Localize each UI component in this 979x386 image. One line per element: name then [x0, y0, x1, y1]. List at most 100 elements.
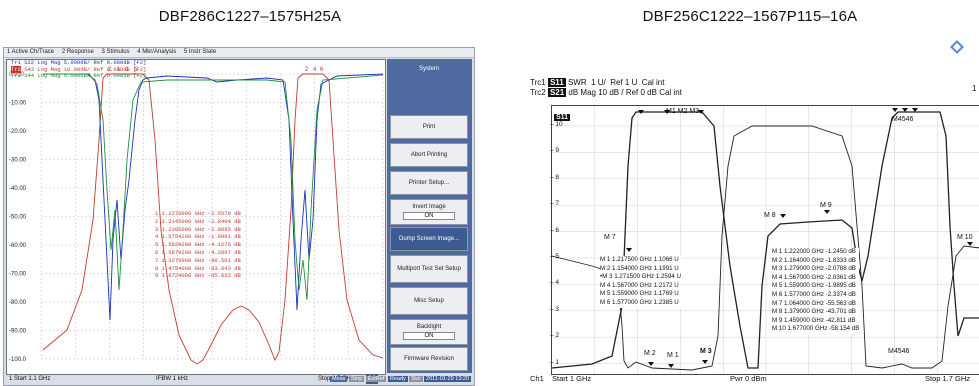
left-marker-row[interactable]: 4 1.5754200 GHz -1.8981 dB: [155, 233, 241, 241]
right-marker-row[interactable]: M 5 1.559000 GHz 1.1769 U: [600, 290, 679, 298]
right-ytick-label: – 4: [550, 279, 560, 287]
trace-s21: [552, 111, 979, 369]
softkey-abort-printing[interactable]: Abort Printing: [390, 143, 468, 167]
start-frequency[interactable]: 1 Start 1.1 GHz: [9, 376, 51, 382]
right-marker-row[interactable]: M 10 1.677000 GHz -58.154 dB: [772, 325, 860, 333]
right-marker-row[interactable]: M 3 1.279000 GHz -2.0788 dB: [772, 265, 856, 273]
cal-2: Cal int: [659, 88, 682, 97]
left-marker-row[interactable]: 6 1.5879200 GHz -4.2897 dB: [155, 248, 241, 256]
status-meas: Meas: [330, 376, 348, 382]
softkey-label: Dump Screen Image...: [398, 236, 460, 242]
left-ytick-label: 0.000: [9, 72, 25, 78]
softkey-label: Invert Image: [412, 204, 446, 210]
left-marker-row[interactable]: 1 1.2270000 GHz -2.5570 dB: [155, 210, 241, 217]
trace-1-label[interactable]: Tr1 S22 Log Mag 5.000dB/ Ref 0.000dB [F2…: [11, 59, 147, 66]
softkey-dump-screen-image[interactable]: Dump Screen Image...: [390, 227, 468, 251]
menu-mkr-analysis[interactable]: 4 Mkr/Analysis: [137, 49, 177, 55]
svg-text:2: 2: [108, 67, 112, 73]
left-marker-row[interactable]: 9 1.6724000 GHz -85.012 dB: [155, 272, 241, 280]
menu-instr-state[interactable]: 5 Instr State: [183, 49, 217, 55]
ref-2: Ref 0 dB: [625, 88, 657, 97]
softkey-backlight[interactable]: Backlight ON: [390, 319, 468, 345]
left-plot-area[interactable]: 0.000 -10.00 -20.00 -30.00 -40.00 -50.00 -60.0…: [6, 59, 386, 375]
svg-text:1: 1: [117, 67, 121, 73]
svg-text:5: 5: [134, 67, 138, 73]
right-marker-row[interactable]: M 2 1.164000 GHz -1.8333 dB: [772, 256, 856, 264]
svg-text:2: 2: [305, 67, 309, 73]
right-marker-row[interactable]: M 9 1.459000 GHz -42.811 dB: [772, 316, 856, 324]
trace-2-header[interactable]: Trc2 S21 dB Mag 10 dB / Ref 0 dB Cal int: [530, 88, 682, 97]
left-ytick-label: -40.00: [9, 186, 27, 192]
softkey-system[interactable]: System: [390, 61, 468, 77]
channel-label: Ch1: [530, 374, 544, 383]
right-ytick-label: – 3: [550, 305, 560, 313]
right-ytick-label: – 9: [550, 147, 560, 155]
left-ytick-label: -50.00: [9, 215, 27, 221]
s11-tag: S11: [547, 78, 566, 87]
trace-1-header[interactable]: Trc1 S11 SWR 1 U/ Ref 1 U Cal int: [530, 78, 664, 87]
left-marker-row[interactable]: 3 1.2395000 GHz -2.8085 dB: [155, 225, 241, 233]
right-power[interactable]: Pwr 0 dBm: [730, 374, 767, 383]
right-marker-row[interactable]: M 1 1.217500 GHz 1.1066 U: [600, 256, 679, 263]
status-extref: ExtRef: [365, 376, 387, 382]
left-sweep-footer: 1 Start 1.1 GHz IFBW 1 kHz Stop 1.7 GHz …: [6, 374, 384, 384]
menu-response[interactable]: 2 Response: [61, 49, 94, 55]
trace-s42: [42, 73, 384, 365]
right-marker-row[interactable]: M 1 1.222000 GHz -1.2450 dB: [772, 248, 856, 255]
softkey-label: Print: [422, 124, 436, 130]
left-marker-row[interactable]: 2 1.2145000 GHz -2.8404 dB: [155, 217, 241, 225]
scale-2: 10 dB /: [598, 88, 624, 97]
right-stop-frequency[interactable]: Stop 1.7 GHz: [925, 374, 971, 383]
left-instrument-title: DBF286C1227–1575H25A: [158, 8, 342, 25]
right-marker-row[interactable]: M 6 1.577000 GHz 1.2385 U: [600, 298, 679, 306]
right-marker-row[interactable]: M 4 1.567000 GHz -2.0361 dB: [772, 273, 856, 281]
label-m3: M 3: [700, 348, 712, 355]
right-marker-row[interactable]: M 8 1.379000 GHz -43.701 dB: [772, 308, 856, 316]
trace-2-label[interactable]: Tr2 S42 Log Mag 10.00dB/ Ref 0.000dB [F2…: [11, 65, 146, 74]
left-marker-row[interactable]: 5 1.5629200 GHz -4.1275 dB: [155, 241, 241, 249]
label-m123-top: M1 M2 M3: [666, 108, 700, 115]
trc1-label: Trc1: [530, 78, 546, 87]
trace-3-label[interactable]: Tr3 S44 Log Mag 5.000dB/ Ref 0.000dB [F2…: [11, 72, 147, 79]
softkey-label: Backlight: [416, 324, 442, 330]
right-plot-area[interactable]: S11 – 10 – 9 – 8 – 7 – 6 – 5 – 4 – 3 – 2 – 1 M 7 …: [550, 105, 979, 375]
right-markers: [626, 108, 973, 368]
softkey-firmware-revision[interactable]: Firmware Revision: [390, 347, 468, 371]
right-marker-table-dbmag: M 1 1.222000 GHz -1.2450 dB M 2 1.164000 …: [772, 248, 860, 334]
softkey-printer-setup[interactable]: Printer Setup...: [390, 171, 468, 195]
softkey-multiport-test-set-setup[interactable]: Multiport Test Set Setup: [390, 255, 468, 283]
label-m10: M 10: [957, 234, 973, 241]
trc2-label: Trc2: [530, 88, 546, 97]
right-marker-row[interactable]: M 4 1.567000 GHz 1.2172 U: [600, 281, 679, 289]
right-marker-row[interactable]: M 2 1.154000 GHz 1.1991 U: [600, 264, 679, 272]
right-ytick-label: – 8: [550, 173, 560, 181]
left-ytick-label: -10.00: [9, 101, 27, 107]
right-marker-row[interactable]: M 5 1.559000 GHz -1.9895 dB: [772, 282, 856, 290]
left-marker-row[interactable]: 7 1.3270000 GHz -90.501 dB: [155, 256, 241, 264]
softkey-misc-setup[interactable]: Misc Setup: [390, 287, 468, 315]
softkey-print[interactable]: Print: [390, 115, 468, 139]
softkey-value: ON: [403, 212, 455, 220]
right-marker-row[interactable]: M 7 1.064000 GHz -55.563 dB: [772, 299, 856, 307]
softkey-invert-image[interactable]: Invert Image ON: [390, 199, 468, 225]
ref-1: Ref 1 U: [610, 78, 638, 87]
ifbw[interactable]: IFBW 1 kHz: [156, 376, 189, 382]
left-ytick-label: -100.0: [9, 357, 27, 363]
menu-stimulus[interactable]: 3 Stimulus: [101, 49, 130, 55]
label-m1: M 1: [667, 352, 679, 359]
left-vna-screen: 1 Active Ch/Trace 2 Response 3 Stimulus …: [3, 47, 475, 386]
menu-active-ch-trace[interactable]: 1 Active Ch/Trace: [7, 49, 55, 55]
right-start-frequency[interactable]: Start 1 GHz: [552, 374, 592, 383]
right-marker-row[interactable]: M 6 1.577000 GHz -2.3374 dB: [772, 290, 856, 298]
label-m456-bottom: M4546: [888, 348, 910, 355]
label-m7: M 7: [604, 234, 616, 241]
cal-1: Cal int: [641, 78, 665, 87]
s21-tag: S21: [547, 88, 567, 97]
left-ytick-label: -70.00: [9, 272, 27, 278]
left-y-ticks: 0.000 -10.00 -20.00 -30.00 -40.00 -50.00 -60.0…: [9, 72, 27, 363]
left-marker-row[interactable]: 8 1.4754000 GHz -83.643 dB: [155, 264, 241, 272]
left-trace-svg: 0.000 -10.00 -20.00 -30.00 -40.00 -50.00 -60.0…: [9, 67, 384, 365]
right-marker-row[interactable]: •M 3 1.271500 GHz 1.2594 U: [600, 273, 681, 281]
